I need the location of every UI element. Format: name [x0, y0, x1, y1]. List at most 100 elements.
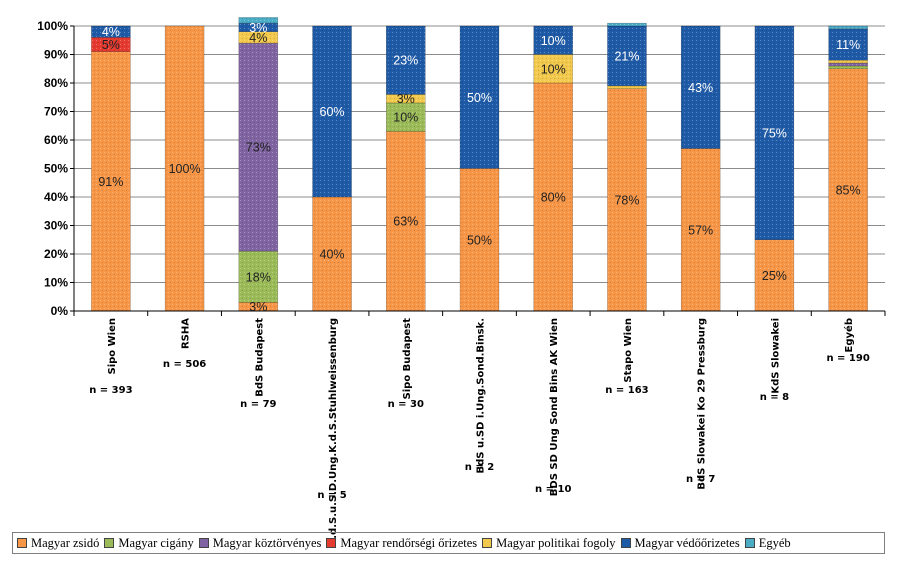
bar-segment	[828, 59, 868, 64]
legend-swatch	[620, 538, 631, 548]
data-label: 50%	[467, 233, 492, 247]
category-label: BdS Budapest	[254, 318, 265, 397]
legend-label: Magyar köztörvényes	[212, 535, 322, 550]
category-label: KdS Slowakei	[770, 318, 781, 394]
n-count-label: n = 8	[760, 392, 789, 403]
n-count-label: n = 79	[240, 399, 276, 410]
n-count-label: n = 2	[465, 462, 494, 473]
bar-segment	[828, 28, 868, 61]
data-label: 3%	[397, 92, 415, 106]
category-label: RSHA	[181, 318, 192, 349]
data-label: 73%	[246, 141, 271, 155]
data-label: 18%	[246, 270, 271, 284]
legend-item: Magyar politikai fogoly	[482, 535, 616, 551]
category-label: Sipo Budapest	[402, 318, 413, 400]
n-count-label: n = 5	[317, 490, 346, 501]
y-tick-label: 60%	[44, 133, 68, 147]
bar-segment	[680, 25, 721, 149]
data-label: 4%	[102, 25, 120, 39]
y-tick-label: 90%	[44, 48, 68, 62]
legend-swatch	[104, 538, 115, 548]
bar-segment	[754, 239, 795, 312]
n-count-label: n = 506	[163, 359, 206, 370]
category-label: Egyéb	[843, 318, 855, 352]
y-tick-label: 30%	[44, 219, 68, 233]
legend-label: Magyar politikai fogoly	[496, 535, 616, 550]
category-label: B.d.S.u.S.D.Ung.K.d.S.Stuhlweissenburg	[328, 318, 339, 546]
data-label: 57%	[688, 223, 713, 237]
bar-segment	[828, 68, 868, 312]
n-count-label: n = 7	[686, 474, 715, 485]
data-label: 63%	[393, 215, 418, 229]
data-label: 50%	[467, 91, 492, 105]
n-count-label: n = 190	[826, 353, 869, 364]
bar-segment	[238, 17, 279, 24]
data-label: 3%	[249, 300, 267, 314]
legend-item: Magyar köztörvényes	[198, 535, 322, 551]
y-tick-label: 0%	[51, 304, 69, 318]
bar-segment	[386, 131, 426, 312]
chart-legend: Magyar zsidó Magyar cigány Magyar köztörvé…	[12, 532, 885, 554]
legend-item: Egyéb	[744, 535, 791, 551]
bar-segment	[386, 102, 426, 132]
y-tick-label: 70%	[44, 105, 68, 119]
data-label: 10%	[541, 62, 566, 76]
legend-swatch	[17, 538, 27, 548]
bar-segment	[238, 42, 279, 252]
bar-segment	[533, 82, 573, 312]
category-label: Stapo Wien	[623, 318, 634, 383]
bar-segment	[533, 54, 573, 84]
bar-segment	[91, 25, 131, 38]
legend-swatch	[326, 538, 337, 548]
bar-segment	[312, 25, 352, 198]
data-label: 80%	[541, 191, 566, 205]
data-label: 40%	[320, 248, 345, 262]
n-count-label: n = 30	[388, 399, 424, 410]
category-label: BdS u.SD i.Ung.Sond.Binsk.	[476, 318, 487, 474]
category-label: Sipo Wien	[107, 318, 118, 375]
bar-segment	[828, 62, 868, 67]
bar-segment	[754, 25, 795, 240]
legend-item: Magyar rendőrségi őrizetes	[326, 536, 477, 551]
y-tick-label: 80%	[44, 76, 68, 90]
y-tick-label: 100%	[37, 19, 68, 33]
y-tick-label: 40%	[44, 190, 68, 204]
legend-swatch	[482, 538, 493, 548]
data-label: 91%	[98, 175, 123, 189]
bar-segment	[607, 25, 647, 87]
bar-segment	[680, 148, 721, 312]
data-label: 10%	[393, 111, 418, 125]
data-label: 78%	[614, 193, 639, 207]
legend-item: Magyar védőőrizetes	[620, 535, 740, 551]
data-label: 23%	[393, 54, 418, 68]
data-label: 43%	[688, 81, 713, 95]
data-label: 85%	[836, 183, 861, 197]
bar-layer	[91, 17, 868, 312]
legend-item: Magyar cigány	[104, 535, 194, 551]
bar-segment	[607, 88, 647, 312]
y-tick-label: 50%	[44, 162, 68, 176]
data-label: 10%	[541, 34, 566, 48]
legend-label: Egyéb	[758, 535, 791, 550]
category-label: BdS Slowakei Ko 29 Pressburg	[697, 318, 708, 490]
data-label: 4%	[249, 31, 267, 45]
label-layer: 91%5%4%100%3%18%73%4%3%40%60%63%10%3%23%…	[89, 21, 870, 546]
y-tick-label: 10%	[44, 276, 68, 290]
category-label: BDS SD Ung Sond Bins AK Wien	[549, 318, 560, 496]
legend-swatch	[744, 538, 755, 548]
data-label: 21%	[614, 49, 639, 63]
bar-segment	[828, 25, 868, 30]
n-count-label: n = 10	[535, 484, 571, 495]
bar-segment	[459, 168, 500, 312]
legend-label: Magyar védőőrizetes	[634, 535, 740, 550]
bar-segment	[607, 85, 647, 89]
n-count-label: n = 393	[89, 385, 132, 396]
data-label: 11%	[836, 38, 860, 52]
bar-segment	[459, 25, 500, 169]
legend-label: Magyar cigány	[118, 535, 194, 550]
bar-segment	[607, 22, 647, 27]
bar-segment	[828, 65, 868, 70]
data-label: 3%	[249, 21, 267, 35]
n-count-label: n = 163	[605, 385, 648, 396]
data-label: 60%	[320, 105, 345, 119]
